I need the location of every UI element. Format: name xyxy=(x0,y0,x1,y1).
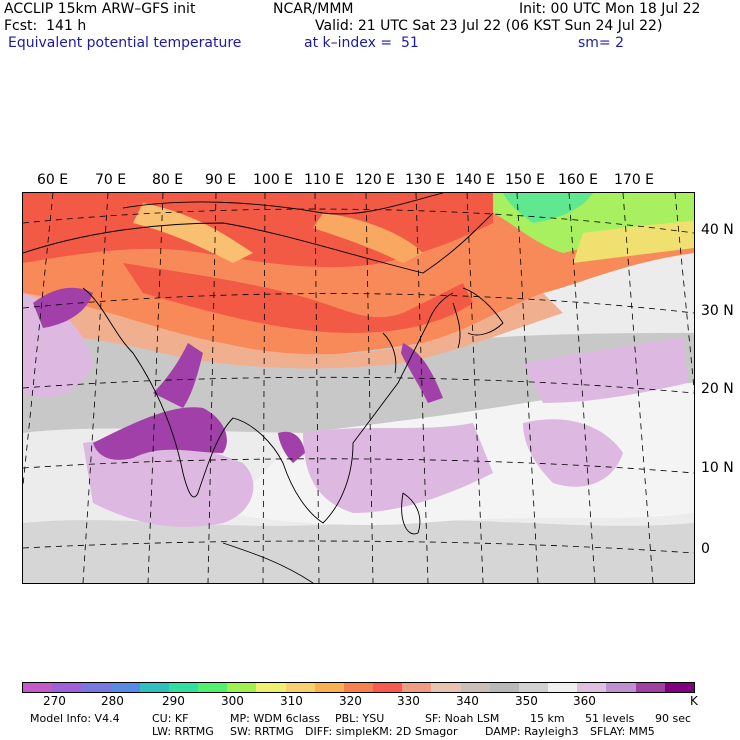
colorbar-swatch xyxy=(168,683,199,692)
colorbar-tick: 350 xyxy=(515,694,538,708)
colorbar-swatch xyxy=(460,683,490,692)
colorbar-swatch xyxy=(256,683,286,692)
theta-e-map xyxy=(22,192,695,584)
colorbar-swatch xyxy=(577,683,607,692)
lon-label: 100 E xyxy=(253,172,294,188)
footer-item: 51 levels xyxy=(585,712,635,725)
lon-label: 130 E xyxy=(405,172,446,188)
colorbar-tick: 270 xyxy=(43,694,66,708)
colorbar-unit: K xyxy=(690,694,698,708)
colorbar-swatch xyxy=(110,683,140,692)
colorbar-swatch xyxy=(635,683,665,692)
purple-trough xyxy=(401,343,443,403)
lon-label: 110 E xyxy=(304,172,345,188)
center-name: NCAR/MMM xyxy=(273,1,354,17)
colorbar-tick: 310 xyxy=(280,694,303,708)
colorbar-swatch xyxy=(518,683,549,692)
lat-label: 40 N xyxy=(701,222,734,238)
orange-patch xyxy=(133,203,253,263)
smoothing: sm= 2 xyxy=(578,35,625,51)
yellow-area xyxy=(573,221,694,263)
footer-item: SF: Noah LSM xyxy=(425,712,500,725)
lavender-field xyxy=(303,423,493,513)
footer-item: MP: WDM 6class xyxy=(230,712,320,725)
colorbar-swatch xyxy=(664,683,694,692)
forecast-hour: Fcst: 141 h xyxy=(4,18,87,34)
colorbar-swatch xyxy=(198,683,228,692)
red-patches xyxy=(123,263,473,333)
purple-trough xyxy=(153,343,203,408)
footer-item: KM: 2D Smagor xyxy=(372,725,458,738)
colorbar-swatch xyxy=(606,683,636,692)
colorbar-swatch xyxy=(314,683,344,692)
valid-time: Valid: 21 UTC Sat 23 Jul 22 (06 KST Sun … xyxy=(315,18,663,34)
footer-item: CU: KF xyxy=(152,712,189,725)
coastlines xyxy=(23,193,504,583)
variable-name: Equivalent potential temperature xyxy=(8,35,242,51)
colorbar-tick: 320 xyxy=(339,694,362,708)
footer-item: 15 km xyxy=(530,712,565,725)
footer-item: SW: RRTMG xyxy=(230,725,294,738)
colorbar-swatch xyxy=(548,683,578,692)
lavender-field xyxy=(523,419,623,487)
init-time: Init: 00 UTC Mon 18 Jul 22 xyxy=(519,1,701,17)
colorbar-tick: 360 xyxy=(573,694,596,708)
colorbar-swatch xyxy=(227,683,257,692)
plot-title: ACCLIP 15km ARW–GFS init xyxy=(4,1,196,17)
footer-item: DIFF: simple xyxy=(305,725,373,738)
lon-label: 150 E xyxy=(505,172,546,188)
lat-label: 30 N xyxy=(701,303,734,319)
lat-label: 20 N xyxy=(701,381,734,397)
colorbar-tick: 340 xyxy=(456,694,479,708)
grey-ocean-south xyxy=(23,520,694,583)
colorbar-swatch xyxy=(285,683,315,692)
colorbar-tick: 280 xyxy=(101,694,124,708)
purple-trough xyxy=(278,431,305,463)
colorbar-swatch xyxy=(139,683,169,692)
colorbar-swatch xyxy=(489,683,519,692)
lon-label: 60 E xyxy=(37,172,69,188)
colorbar-swatch xyxy=(81,683,111,692)
purple-trough xyxy=(93,407,227,460)
cyan-area xyxy=(503,193,593,223)
lat-label: 0 xyxy=(701,541,710,557)
footer-item: LW: RRTMG xyxy=(152,725,214,738)
colorbar-tick: 300 xyxy=(221,694,244,708)
colorbar-swatch xyxy=(373,683,403,692)
colorbar-tick: 330 xyxy=(397,694,420,708)
footer-item: DAMP: Rayleigh3 xyxy=(485,725,579,738)
lon-label: 80 E xyxy=(152,172,184,188)
colorbar-tick: 290 xyxy=(162,694,185,708)
orange-patch xyxy=(313,213,423,263)
colorbar-swatch xyxy=(431,683,461,692)
lat-label: 10 N xyxy=(701,460,734,476)
footer-item: PBL: YSU xyxy=(335,712,385,725)
salmon-edge xyxy=(23,293,563,369)
purple-trough xyxy=(33,287,93,328)
lon-label: 170 E xyxy=(614,172,655,188)
footer-item: SFLAY: MM5 xyxy=(590,725,655,738)
colorbar xyxy=(22,682,695,693)
footer-item: Model Info: V4.4 xyxy=(30,712,120,725)
lon-label: 70 E xyxy=(95,172,127,188)
colorbar-swatch xyxy=(52,683,82,692)
lon-label: 160 E xyxy=(558,172,599,188)
lon-label: 140 E xyxy=(455,172,496,188)
level-index: at k–index = 51 xyxy=(304,35,419,51)
footer-item: 90 sec xyxy=(655,712,692,725)
lavender-field xyxy=(523,338,688,403)
colorbar-swatch xyxy=(402,683,432,692)
grey-band xyxy=(23,303,694,433)
graticule xyxy=(23,193,694,583)
lon-label: 90 E xyxy=(205,172,237,188)
lon-label: 120 E xyxy=(355,172,396,188)
colorbar-swatch xyxy=(23,683,53,692)
colorbar-swatch xyxy=(343,683,374,692)
